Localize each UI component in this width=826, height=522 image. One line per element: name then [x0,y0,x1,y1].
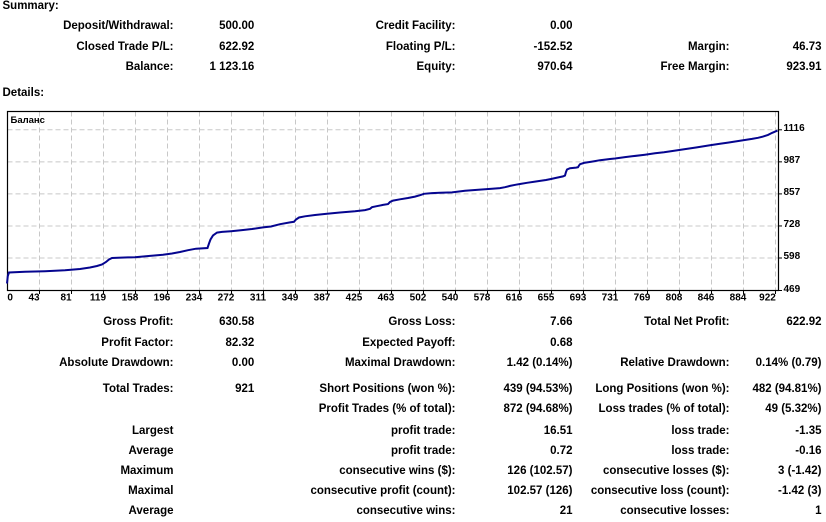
svg-text:1116: 1116 [784,123,806,134]
svg-text:119: 119 [90,293,107,304]
svg-text:808: 808 [666,293,683,304]
svg-text:728: 728 [784,219,801,230]
svg-text:616: 616 [506,293,523,304]
svg-text:884: 884 [730,293,747,304]
svg-text:387: 387 [314,293,331,304]
svg-text:540: 540 [442,293,459,304]
svg-text:272: 272 [218,293,235,304]
svg-text:655: 655 [538,293,555,304]
svg-text:502: 502 [410,293,427,304]
svg-text:769: 769 [634,293,651,304]
svg-text:311: 311 [250,293,267,304]
svg-text:425: 425 [346,293,363,304]
svg-text:922: 922 [759,293,776,304]
svg-text:43: 43 [28,293,40,304]
svg-text:731: 731 [602,293,619,304]
svg-text:463: 463 [378,293,395,304]
svg-text:0: 0 [7,293,13,304]
svg-text:349: 349 [282,293,299,304]
svg-text:81: 81 [60,293,72,304]
svg-text:469: 469 [784,284,801,295]
svg-text:196: 196 [154,293,171,304]
svg-text:158: 158 [122,293,139,304]
svg-text:598: 598 [784,251,801,262]
svg-text:987: 987 [784,155,801,166]
svg-text:234: 234 [186,293,203,304]
svg-text:693: 693 [570,293,587,304]
svg-text:578: 578 [474,293,491,304]
svg-text:857: 857 [784,187,801,198]
svg-text:Баланс: Баланс [11,115,45,126]
svg-text:846: 846 [698,293,715,304]
